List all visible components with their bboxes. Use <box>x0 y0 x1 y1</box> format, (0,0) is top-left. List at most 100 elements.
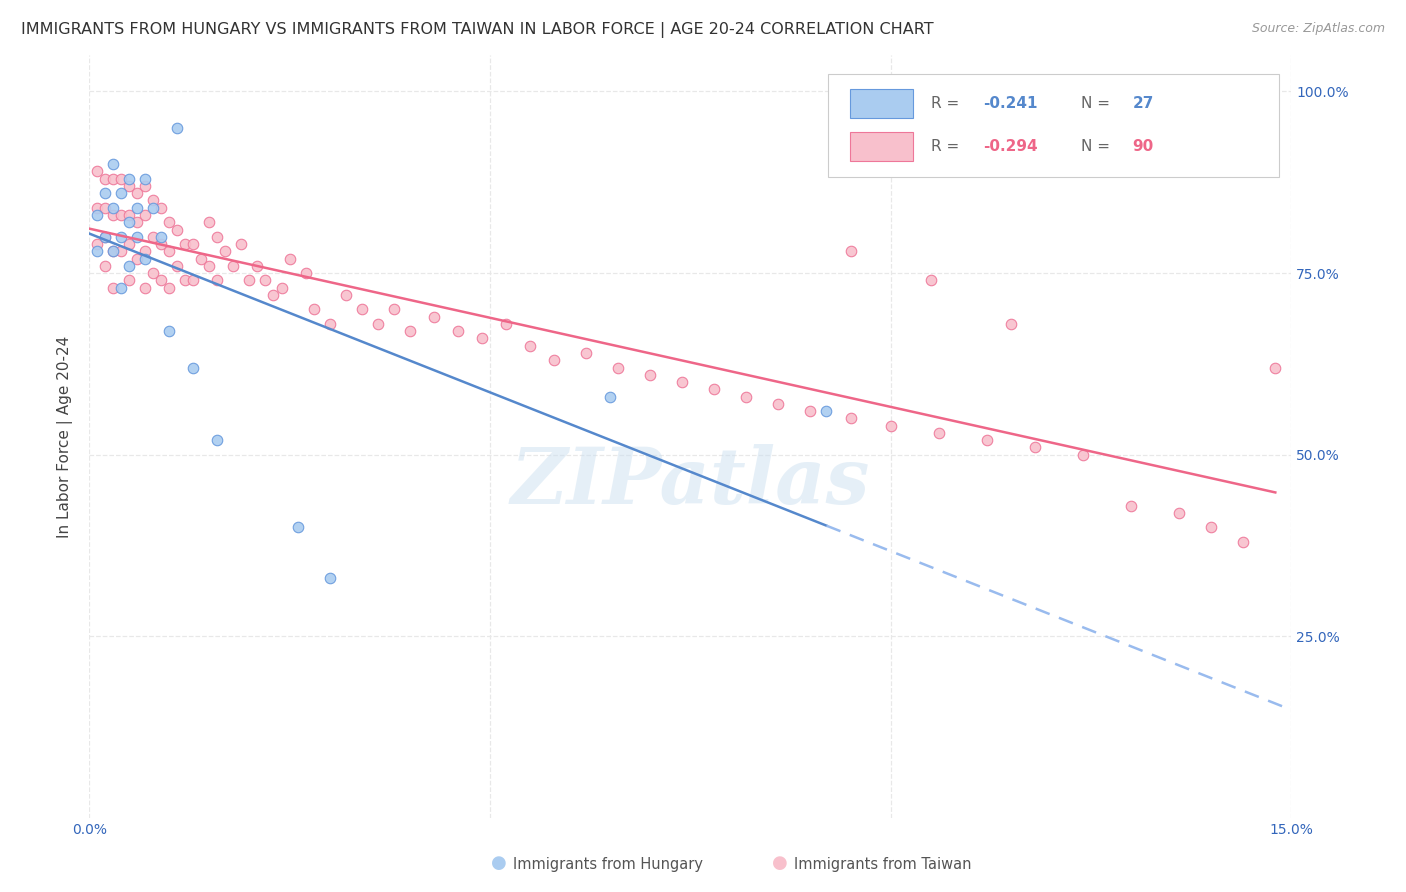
Point <box>94 229 117 244</box>
Point <box>1071 448 1094 462</box>
Point <box>382 302 405 317</box>
Point <box>157 280 180 294</box>
Point <box>103 157 125 171</box>
Point <box>134 244 156 259</box>
Point <box>207 229 229 244</box>
Text: 90: 90 <box>1133 139 1154 154</box>
Bar <box>851 132 912 161</box>
Point <box>86 164 108 178</box>
Point <box>157 215 180 229</box>
Point <box>103 244 125 259</box>
Point <box>150 273 173 287</box>
Point <box>367 317 389 331</box>
Point <box>166 259 188 273</box>
Point <box>398 324 420 338</box>
Text: 27: 27 <box>1133 95 1154 111</box>
Point <box>86 201 108 215</box>
Point <box>134 208 156 222</box>
Point <box>183 360 205 375</box>
Point <box>768 397 790 411</box>
Point <box>127 229 149 244</box>
Point <box>879 418 901 433</box>
Point <box>495 317 517 331</box>
Point <box>839 244 862 259</box>
Point <box>157 244 180 259</box>
Point <box>118 178 141 193</box>
Point <box>183 273 205 287</box>
Text: Source: ZipAtlas.com: Source: ZipAtlas.com <box>1251 22 1385 36</box>
Point <box>157 324 180 338</box>
Point <box>110 186 132 201</box>
Point <box>118 273 141 287</box>
Point <box>198 259 221 273</box>
Point <box>1168 506 1191 520</box>
Point <box>150 201 173 215</box>
Point <box>190 252 212 266</box>
Text: Immigrants from Hungary: Immigrants from Hungary <box>513 857 703 872</box>
Point <box>166 222 188 236</box>
Point <box>110 171 132 186</box>
Point <box>423 310 446 324</box>
Text: R =: R = <box>931 95 963 111</box>
Point <box>287 520 309 534</box>
Point <box>575 346 598 360</box>
Bar <box>851 88 912 118</box>
Text: -0.241: -0.241 <box>984 95 1038 111</box>
Point <box>214 244 236 259</box>
Point <box>134 171 156 186</box>
Point <box>735 390 758 404</box>
Point <box>118 259 141 273</box>
Point <box>142 194 165 208</box>
Point <box>815 404 838 418</box>
Point <box>254 273 277 287</box>
Point <box>1199 520 1222 534</box>
Text: Immigrants from Taiwan: Immigrants from Taiwan <box>794 857 972 872</box>
Text: ●: ● <box>491 855 508 872</box>
Point <box>110 229 132 244</box>
Point <box>174 273 197 287</box>
Point <box>118 208 141 222</box>
Y-axis label: In Labor Force | Age 20-24: In Labor Force | Age 20-24 <box>58 335 73 538</box>
Point <box>86 237 108 252</box>
Text: IMMIGRANTS FROM HUNGARY VS IMMIGRANTS FROM TAIWAN IN LABOR FORCE | AGE 20-24 COR: IMMIGRANTS FROM HUNGARY VS IMMIGRANTS FR… <box>21 22 934 38</box>
Point <box>94 186 117 201</box>
Point <box>928 425 950 440</box>
Point <box>118 215 141 229</box>
Point <box>799 404 821 418</box>
Text: N =: N = <box>1081 139 1115 154</box>
Point <box>263 288 285 302</box>
Point <box>183 237 205 252</box>
Text: N =: N = <box>1081 95 1115 111</box>
Point <box>1119 499 1142 513</box>
Point <box>920 273 942 287</box>
Point <box>118 237 141 252</box>
Point <box>142 266 165 280</box>
Point <box>86 244 108 259</box>
Point <box>231 237 253 252</box>
Point <box>134 252 156 266</box>
Point <box>447 324 470 338</box>
Point <box>110 244 132 259</box>
Point <box>166 120 188 135</box>
Text: ●: ● <box>772 855 789 872</box>
FancyBboxPatch shape <box>828 74 1279 178</box>
Point <box>86 208 108 222</box>
Point <box>246 259 269 273</box>
Point <box>150 229 173 244</box>
Point <box>543 353 565 368</box>
Text: -0.294: -0.294 <box>984 139 1038 154</box>
Point <box>103 280 125 294</box>
Point <box>607 360 630 375</box>
Point <box>278 252 301 266</box>
Point <box>134 280 156 294</box>
Point <box>671 375 693 389</box>
Point <box>207 434 229 448</box>
Point <box>839 411 862 425</box>
Point <box>238 273 260 287</box>
Point <box>94 259 117 273</box>
Point <box>118 171 141 186</box>
Point <box>318 571 340 585</box>
Point <box>294 266 316 280</box>
Point <box>207 273 229 287</box>
Point <box>142 229 165 244</box>
